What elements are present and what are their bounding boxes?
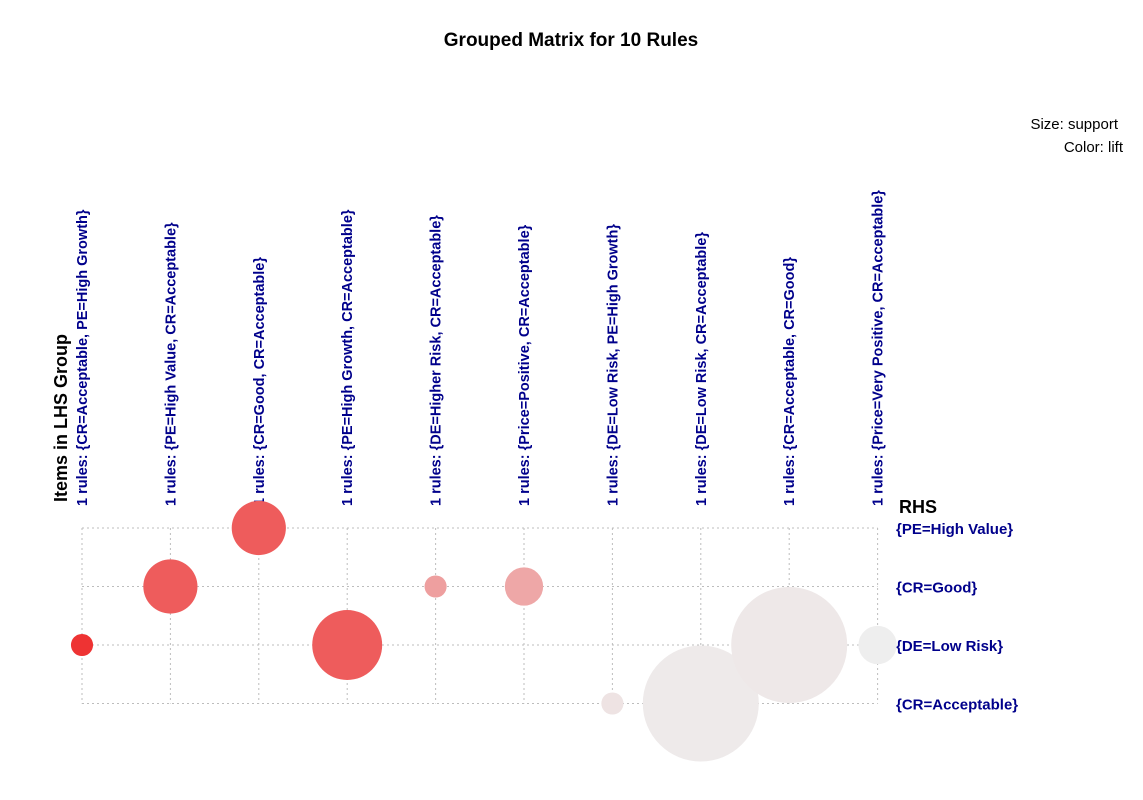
rule-bubble bbox=[424, 575, 447, 598]
rule-bubble bbox=[231, 500, 286, 556]
lhs-group-label: 1 rules: {PE=High Value, CR=Acceptable} bbox=[163, 222, 179, 506]
rhs-item-labels: {PE=High Value} {CR=Good} {DE=Low Risk} {CR… bbox=[896, 521, 1018, 714]
lhs-group-label: 1 rules: {CR=Acceptable, CR=Good} bbox=[782, 257, 798, 506]
rule-bubbles bbox=[70, 500, 897, 762]
lhs-group-label: 1 rules: {DE=Higher Risk, CR=Acceptable} bbox=[429, 215, 445, 506]
rhs-item-label: {DE=Low Risk} bbox=[896, 638, 1003, 655]
rule-bubble bbox=[642, 645, 759, 762]
rule-bubble bbox=[731, 587, 848, 703]
x-axis-title: Items in LHS Group bbox=[51, 334, 71, 502]
lhs-group-label: 1 rules: {DE=Low Risk, PE=High Growth} bbox=[605, 224, 621, 506]
y-axis-title: RHS bbox=[899, 497, 937, 517]
rhs-item-label: {PE=High Value} bbox=[896, 521, 1013, 538]
rule-bubble bbox=[504, 567, 544, 606]
lhs-group-label: 1 rules: {CR=Acceptable, PE=High Growth} bbox=[75, 209, 91, 506]
lhs-group-label: 1 rules: {Price=Positive, CR=Acceptable} bbox=[517, 224, 533, 506]
rule-bubble bbox=[601, 692, 624, 715]
chart-title: Grouped Matrix for 10 Rules bbox=[444, 30, 698, 51]
rule-bubble bbox=[143, 559, 198, 614]
rule-bubble bbox=[70, 633, 94, 657]
legend-size: Size: support bbox=[1030, 116, 1118, 133]
lhs-group-label: 1 rules: {CR=Good, CR=Acceptable} bbox=[252, 257, 268, 506]
lhs-group-label: 1 rules: {PE=High Growth, CR=Acceptable} bbox=[340, 209, 356, 506]
lhs-group-label: 1 rules: {Price=Very Positive, CR=Accept… bbox=[871, 190, 887, 506]
lhs-group-label: 1 rules: {DE=Low Risk, CR=Acceptable} bbox=[694, 232, 710, 506]
rhs-item-label: {CR=Acceptable} bbox=[896, 697, 1018, 714]
rule-bubble bbox=[858, 625, 897, 665]
lhs-group-labels: 1 rules: {CR=Acceptable, PE=High Growth}… bbox=[75, 190, 887, 506]
rhs-item-label: {CR=Good} bbox=[896, 580, 977, 597]
legend-color: Color: lift bbox=[1064, 139, 1124, 156]
rule-bubble bbox=[312, 610, 383, 680]
